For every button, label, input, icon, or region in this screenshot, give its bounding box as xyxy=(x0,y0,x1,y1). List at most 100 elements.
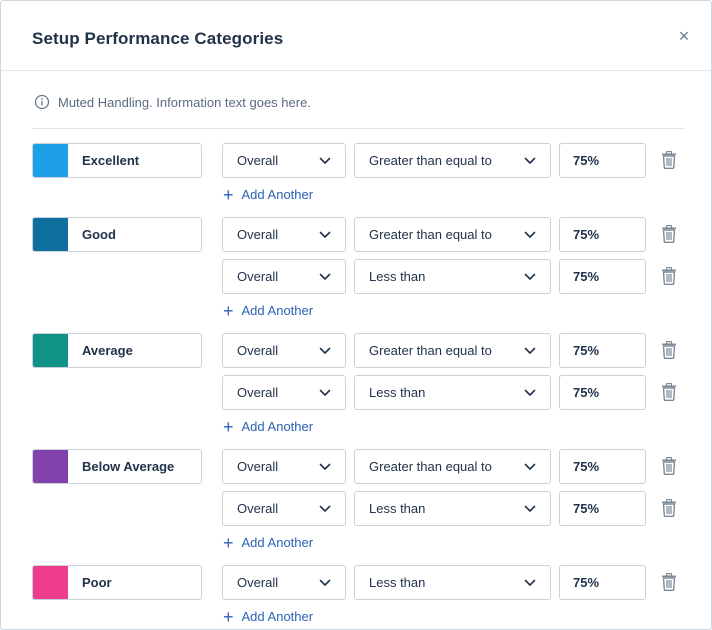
metric-select[interactable]: Overall xyxy=(222,491,346,526)
operator-select[interactable]: Greater than equal to xyxy=(354,143,551,178)
category-below-average-field[interactable]: Below Average xyxy=(32,449,202,484)
plus-icon: + xyxy=(223,300,234,321)
info-icon xyxy=(34,94,50,110)
chevron-down-icon xyxy=(319,347,331,355)
add-another-button[interactable]: + Add Another xyxy=(223,184,313,205)
category-name: Below Average xyxy=(82,459,175,474)
category-excellent-field[interactable]: Excellent xyxy=(32,143,202,178)
add-another-button[interactable]: + Add Another xyxy=(223,532,314,553)
category-name: Excellent xyxy=(82,153,140,168)
category-name: Good xyxy=(82,227,116,242)
trash-icon[interactable] xyxy=(661,499,677,517)
plus-icon: + xyxy=(223,184,234,205)
metric-select[interactable]: Overall xyxy=(222,333,346,368)
add-another-label: Add Another xyxy=(241,609,314,624)
info-message: Muted Handling. Information text goes he… xyxy=(34,94,311,110)
threshold-input[interactable]: 75% xyxy=(559,217,646,252)
chevron-down-icon xyxy=(319,463,331,471)
metric-select[interactable]: Overall xyxy=(222,143,346,178)
threshold-input[interactable]: 75% xyxy=(559,259,646,294)
plus-icon: + xyxy=(223,606,234,627)
add-another-label: Add Another xyxy=(241,535,314,550)
color-swatch[interactable] xyxy=(33,566,68,599)
metric-value: Overall xyxy=(237,501,279,516)
operator-select[interactable]: Greater than equal to xyxy=(354,333,551,368)
chevron-down-icon xyxy=(524,157,536,165)
operator-select[interactable]: Greater than equal to xyxy=(354,217,551,252)
chevron-down-icon xyxy=(319,231,331,239)
chevron-down-icon xyxy=(319,273,331,281)
metric-select[interactable]: Overall xyxy=(222,217,346,252)
metric-value: Overall xyxy=(237,459,279,474)
chevron-down-icon xyxy=(524,273,536,281)
metric-value: Overall xyxy=(237,343,279,358)
chevron-down-icon xyxy=(319,579,331,587)
trash-icon[interactable] xyxy=(661,383,677,401)
threshold-input[interactable]: 75% xyxy=(559,143,646,178)
metric-value: Overall xyxy=(237,227,279,242)
chevron-down-icon xyxy=(319,505,331,513)
chevron-down-icon xyxy=(319,157,331,165)
trash-icon[interactable] xyxy=(661,225,677,243)
color-swatch[interactable] xyxy=(33,450,68,483)
category-name: Poor xyxy=(82,575,112,590)
operator-value: Less than xyxy=(369,269,426,284)
metric-value: Overall xyxy=(237,385,279,400)
modal-title: Setup Performance Categories xyxy=(32,29,284,48)
threshold-input[interactable]: 75% xyxy=(559,491,646,526)
threshold-input[interactable]: 75% xyxy=(559,449,646,484)
operator-value: Greater than equal to xyxy=(369,227,492,242)
color-swatch[interactable] xyxy=(33,144,68,177)
add-another-button[interactable]: + Add Another xyxy=(223,300,314,321)
add-another-button[interactable]: + Add Another xyxy=(223,416,314,437)
add-another-label: Add Another xyxy=(241,303,314,318)
metric-value: Overall xyxy=(237,269,279,284)
metric-select[interactable]: Overall xyxy=(222,565,346,600)
divider xyxy=(32,128,685,129)
close-icon[interactable]: × xyxy=(678,26,690,46)
metric-select[interactable]: Overall xyxy=(222,375,346,410)
metric-value: Overall xyxy=(237,575,279,590)
metric-value: Overall xyxy=(237,153,279,168)
threshold-input[interactable]: 75% xyxy=(559,333,646,368)
metric-select[interactable]: Overall xyxy=(222,449,346,484)
trash-icon[interactable] xyxy=(661,267,677,285)
operator-value: Greater than equal to xyxy=(369,343,492,358)
operator-value: Less than xyxy=(369,385,426,400)
chevron-down-icon xyxy=(524,389,536,397)
add-another-label: Add Another xyxy=(241,419,314,434)
chevron-down-icon xyxy=(319,389,331,397)
category-average-field[interactable]: Average xyxy=(32,333,202,368)
operator-select[interactable]: Less than xyxy=(354,565,551,600)
chevron-down-icon xyxy=(524,579,536,587)
operator-select[interactable]: Greater than equal to xyxy=(354,449,551,484)
category-name: Average xyxy=(82,343,133,358)
color-swatch[interactable] xyxy=(33,218,68,251)
trash-icon[interactable] xyxy=(661,457,677,475)
trash-icon[interactable] xyxy=(661,573,677,591)
trash-icon[interactable] xyxy=(661,151,677,169)
add-another-button[interactable]: + Add Another xyxy=(223,606,314,627)
operator-value: Less than xyxy=(369,501,426,516)
category-poor-field[interactable]: Poor xyxy=(32,565,202,600)
threshold-input[interactable]: 75% xyxy=(559,565,646,600)
trash-icon[interactable] xyxy=(661,341,677,359)
plus-icon: + xyxy=(223,532,234,553)
chevron-down-icon xyxy=(524,231,536,239)
chevron-down-icon xyxy=(524,347,536,355)
metric-select[interactable]: Overall xyxy=(222,259,346,294)
operator-select[interactable]: Less than xyxy=(354,259,551,294)
chevron-down-icon xyxy=(524,505,536,513)
info-text: Muted Handling. Information text goes he… xyxy=(58,94,311,110)
modal-header: Setup Performance Categories × xyxy=(1,1,711,71)
operator-value: Greater than equal to xyxy=(369,153,492,168)
operator-select[interactable]: Less than xyxy=(354,491,551,526)
chevron-down-icon xyxy=(524,463,536,471)
category-good-field[interactable]: Good xyxy=(32,217,202,252)
operator-value: Greater than equal to xyxy=(369,459,492,474)
color-swatch[interactable] xyxy=(33,334,68,367)
operator-select[interactable]: Less than xyxy=(354,375,551,410)
plus-icon: + xyxy=(223,416,234,437)
threshold-input[interactable]: 75% xyxy=(559,375,646,410)
